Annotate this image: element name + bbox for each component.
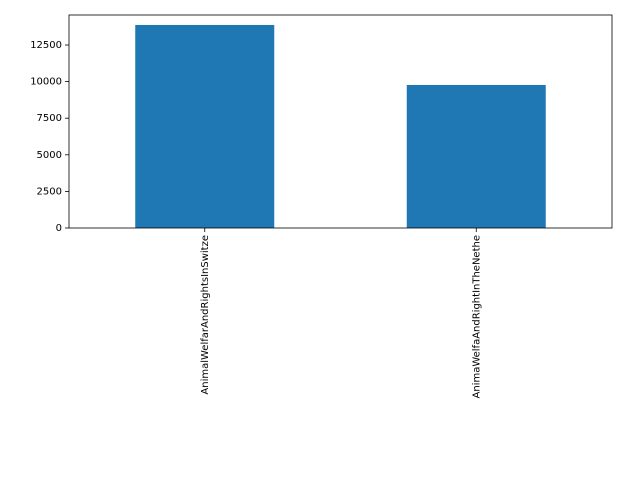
plot-frame [68, 14, 613, 229]
y-tick-label: 2500 [37, 186, 62, 197]
y-tick-label: 12500 [30, 40, 62, 51]
y-tick-label: 10000 [30, 77, 62, 88]
bar [135, 24, 275, 229]
bar [406, 84, 546, 229]
x-tick-label: AnimaWelfaAndRightInTheNethe [471, 235, 482, 399]
y-tick-label: 5000 [37, 150, 62, 161]
y-tick-label: 7500 [37, 113, 62, 124]
y-tick-label: 0 [56, 223, 62, 234]
x-tick-label: AnimalWelfarAndRightsInSwitze [200, 235, 211, 395]
